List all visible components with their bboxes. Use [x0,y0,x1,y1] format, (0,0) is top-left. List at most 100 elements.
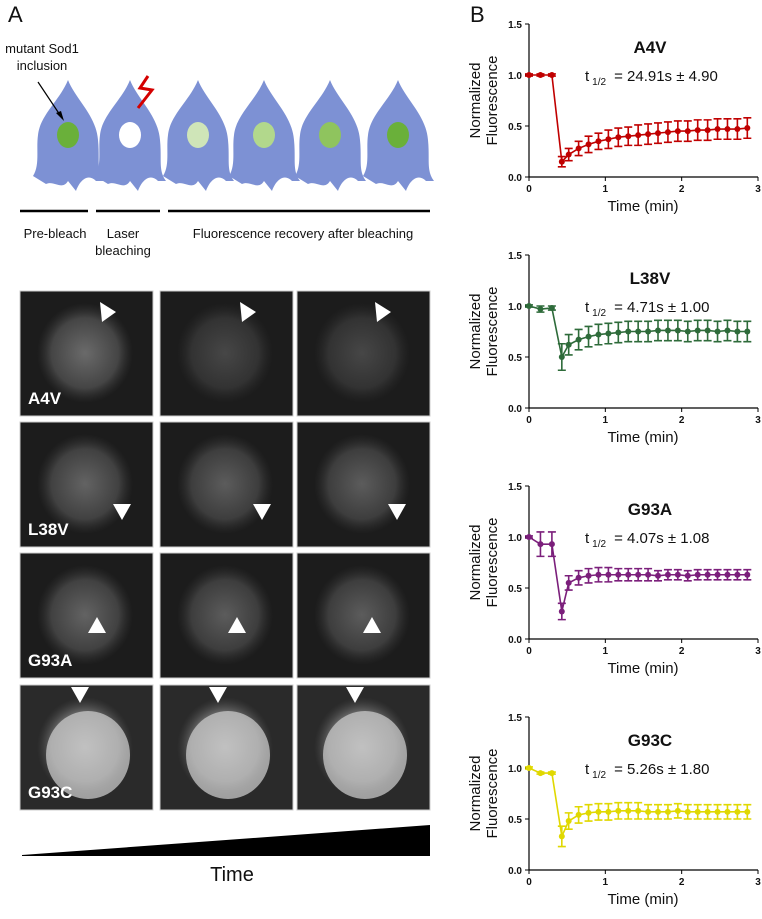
y-tick-label: 0.0 [508,404,522,415]
annotation: t 1/2 = 4.07s ± 1.08 [585,530,709,550]
cell-image [177,565,273,665]
inclusion-label: mutant Sod1 [5,41,79,56]
data-point [526,303,532,309]
data-point [575,336,582,343]
data-point [625,571,632,578]
data-point [625,807,632,814]
cell-image [177,303,273,403]
data-point [734,328,741,335]
data-point [558,158,565,165]
data-point [684,328,691,335]
data-point [664,571,671,578]
annotation-symbol: t [585,68,590,85]
data-point [635,328,642,335]
data-point [645,808,652,815]
chart-title: G93C [628,731,672,750]
annotation-text: = 4.71s ± 1.00 [614,299,709,316]
arrowhead [113,504,131,520]
data-point [694,808,701,815]
data-point [744,808,751,815]
data-point [714,808,721,815]
data-point [734,808,741,815]
data-point [664,327,671,334]
x-axis-label: Time (min) [607,198,678,215]
stage-label: Pre-bleach [24,226,87,241]
chart-title: G93A [628,500,672,519]
cell-image [177,434,273,534]
y-axis-label: Normalized [467,294,484,370]
x-tick-label: 0 [526,646,532,657]
annotation-symbol: t [585,761,590,778]
cell-diagram [20,75,434,213]
x-tick-label: 2 [679,184,685,195]
row-label: L38V [28,520,69,539]
x-tick-label: 1 [603,184,609,195]
y-axis-label: Normalized [467,63,484,139]
y-axis-label: Fluorescence [484,55,501,145]
annotation-subscript: 1/2 [592,770,606,781]
annotation-text: = 4.07s ± 1.08 [614,530,709,547]
x-tick-label: 0 [526,877,532,888]
annotation-subscript: 1/2 [592,308,606,319]
arrowhead [71,687,89,703]
data-point [694,127,701,134]
arrowhead [88,617,106,633]
x-tick-label: 0 [526,184,532,195]
x-tick-label: 2 [679,646,685,657]
data-point [585,572,592,579]
data-point [565,579,572,586]
cell-image [323,711,407,799]
y-tick-label: 1.0 [508,71,522,82]
data-point [565,151,572,158]
y-tick-label: 0.0 [508,173,522,184]
data-point [724,571,731,578]
annotation-symbol: t [585,530,590,547]
y-axis-label: Normalized [467,756,484,832]
data-point [585,141,592,148]
y-tick-label: 0.5 [508,584,522,595]
cell-image [46,711,130,799]
micrograph-grid: A4V L38V G93A G93C [19,290,431,811]
data-point [645,131,652,138]
x-tick-label: 3 [755,646,761,657]
data-point [548,541,555,548]
data-point [558,608,565,615]
time-label: Time [210,864,254,886]
data-point [548,72,555,78]
arrowhead [363,617,381,633]
data-point [615,807,622,814]
data-point [664,129,671,136]
y-tick-label: 1.5 [508,251,522,262]
y-tick-label: 1.5 [508,20,522,31]
data-point [585,809,592,816]
data-point [744,328,751,335]
panel-label: B [470,2,485,27]
data-point [684,572,691,579]
cell-image [37,303,133,403]
data-point [655,130,662,137]
row-label: G93A [28,651,72,670]
annotation-text: = 24.91s ± 4.90 [614,68,718,85]
x-tick-label: 2 [679,877,685,888]
data-point [595,331,602,338]
data-point [605,808,612,815]
data-point [694,327,701,334]
data-point [605,136,612,143]
data-point [585,333,592,340]
y-tick-label: 0.5 [508,122,522,133]
y-tick-label: 1.0 [508,302,522,313]
stage-label: Fluorescence recovery after bleaching [193,226,413,241]
cell-image [314,565,410,665]
x-tick-label: 3 [755,415,761,426]
panel-label: A [8,2,23,27]
data-point [635,132,642,139]
data-point [548,770,555,777]
annotation-subscript: 1/2 [592,539,606,550]
stage-label: bleaching [95,243,151,258]
arrowhead [209,687,227,703]
arrowhead [240,302,256,322]
data-point [615,571,622,578]
data-point [565,818,572,825]
x-axis-label: Time (min) [607,891,678,908]
chart-title: L38V [630,269,671,288]
